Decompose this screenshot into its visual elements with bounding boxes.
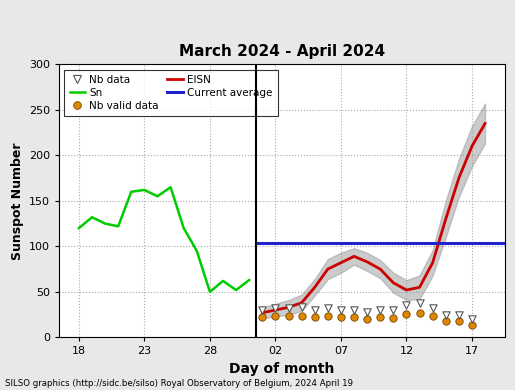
Point	[271, 313, 280, 319]
Point	[298, 304, 306, 310]
Y-axis label: Sunspot Number: Sunspot Number	[10, 142, 24, 260]
Point	[455, 312, 463, 318]
Point	[324, 313, 332, 319]
Point	[389, 307, 398, 313]
Point	[442, 312, 450, 318]
Point	[337, 314, 345, 321]
Point	[402, 301, 410, 308]
Point	[455, 318, 463, 324]
Point	[468, 321, 476, 328]
Point	[284, 305, 293, 311]
Point	[363, 316, 371, 322]
Point	[376, 307, 384, 313]
Point	[416, 310, 424, 316]
Point	[284, 313, 293, 319]
Point	[389, 315, 398, 321]
Legend: Nb data, Sn, Nb valid data, EISN, Current average: Nb data, Sn, Nb valid data, EISN, Curren…	[64, 69, 278, 116]
Point	[311, 314, 319, 321]
Point	[298, 312, 306, 319]
Point	[428, 305, 437, 311]
Point	[442, 318, 450, 324]
Point	[311, 307, 319, 313]
Point	[363, 309, 371, 315]
Point	[350, 314, 358, 321]
Point	[428, 312, 437, 319]
Point	[416, 300, 424, 306]
Point	[337, 307, 345, 313]
Text: SILSO graphics (http://sidc.be/silso) Royal Observatory of Belgium, 2024 April 1: SILSO graphics (http://sidc.be/silso) Ro…	[5, 379, 353, 388]
Point	[402, 310, 410, 317]
Point	[376, 314, 384, 321]
X-axis label: Day of month: Day of month	[229, 362, 335, 376]
Point	[258, 314, 266, 321]
Point	[271, 305, 280, 311]
Point	[258, 307, 266, 313]
Point	[468, 316, 476, 322]
Point	[324, 305, 332, 311]
Title: March 2024 - April 2024: March 2024 - April 2024	[179, 44, 385, 59]
Point	[350, 307, 358, 313]
